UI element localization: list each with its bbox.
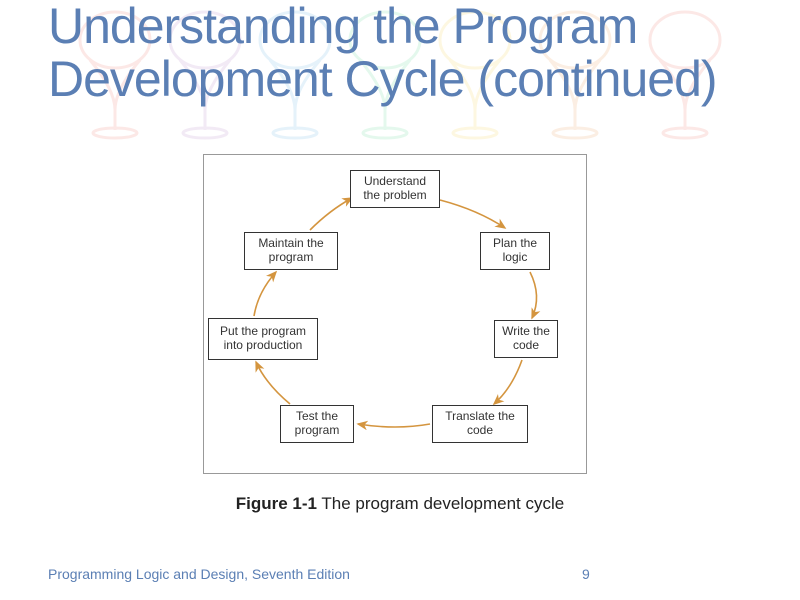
flowchart-node: Translate thecode bbox=[432, 405, 528, 443]
flowchart-node: Maintain theprogram bbox=[244, 232, 338, 270]
flowchart-node: Understandthe problem bbox=[350, 170, 440, 208]
figure-caption: Figure 1-1 The program development cycle bbox=[0, 494, 800, 514]
footer-text: Programming Logic and Design, Seventh Ed… bbox=[48, 566, 350, 582]
flowchart-node: Plan thelogic bbox=[480, 232, 550, 270]
page-number: 9 bbox=[582, 566, 590, 582]
figure-caption-text: The program development cycle bbox=[317, 494, 564, 513]
figure-number: Figure 1-1 bbox=[236, 494, 317, 513]
flowchart-node: Test theprogram bbox=[280, 405, 354, 443]
flowchart-node: Put the programinto production bbox=[208, 318, 318, 360]
flowchart-node: Write thecode bbox=[494, 320, 558, 358]
slide-title: Understanding the Program Development Cy… bbox=[48, 0, 748, 105]
